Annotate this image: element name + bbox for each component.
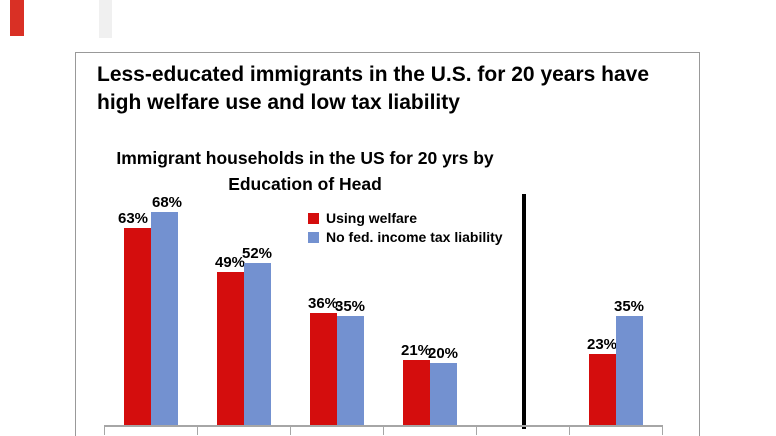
bar-welfare-group1 <box>123 228 151 426</box>
chart-title-line1: Immigrant households in the US for 20 yr… <box>116 148 494 168</box>
bar-welfare-group5 <box>588 354 616 426</box>
group-divider-line <box>522 194 526 429</box>
top-gray-band <box>99 0 112 38</box>
x-axis-tick <box>476 426 477 435</box>
bar-value-label: 23% <box>586 336 618 353</box>
bar-welfare-group4 <box>402 360 430 426</box>
legend-item-no-tax-liability: No fed. income tax liability <box>308 229 503 245</box>
bar-no-tax-group1 <box>150 212 178 426</box>
x-axis-tick <box>383 426 384 435</box>
bar-value-label: 35% <box>613 298 645 315</box>
x-axis-tick <box>104 426 105 435</box>
chart-title: Immigrant households in the US for 20 yr… <box>105 145 505 197</box>
bar-no-tax-group2 <box>243 263 271 426</box>
bar-welfare-group3 <box>309 313 337 426</box>
legend-swatch-blue <box>308 231 319 243</box>
legend-label-no-tax-liability: No fed. income tax liability <box>326 229 503 245</box>
bar-welfare-group2 <box>216 272 244 426</box>
x-axis-tick <box>197 426 198 435</box>
bar-value-label: 21% <box>400 342 432 359</box>
x-axis-tick <box>662 426 663 435</box>
bar-value-label: 63% <box>117 210 149 227</box>
bar-value-label: 49% <box>214 254 246 271</box>
bar-value-label: 20% <box>427 345 459 362</box>
legend-swatch-red <box>308 212 319 224</box>
bar-no-tax-group5 <box>615 316 643 426</box>
slide-title: Less-educated immigrants in the U.S. for… <box>97 61 697 117</box>
slide-title-line1: Less-educated immigrants in the U.S. for… <box>97 63 650 86</box>
bar-value-label: 36% <box>307 295 339 312</box>
legend-label-using-welfare: Using welfare <box>326 210 418 226</box>
bar-value-label: 35% <box>334 298 366 315</box>
bar-value-label: 52% <box>241 245 273 262</box>
bar-no-tax-group4 <box>429 363 457 426</box>
bar-value-label: 68% <box>151 194 183 211</box>
x-axis-tick <box>290 426 291 435</box>
legend: Using welfare No fed. income tax liabili… <box>308 210 503 248</box>
x-axis-tick <box>569 426 570 435</box>
bar-no-tax-group3 <box>336 316 364 426</box>
top-left-red-fragment <box>10 0 24 36</box>
legend-item-using-welfare: Using welfare <box>308 210 503 226</box>
slide-title-line2: high welfare use and low tax liability <box>97 91 460 114</box>
chart-title-line2: Education of Head <box>228 174 382 194</box>
